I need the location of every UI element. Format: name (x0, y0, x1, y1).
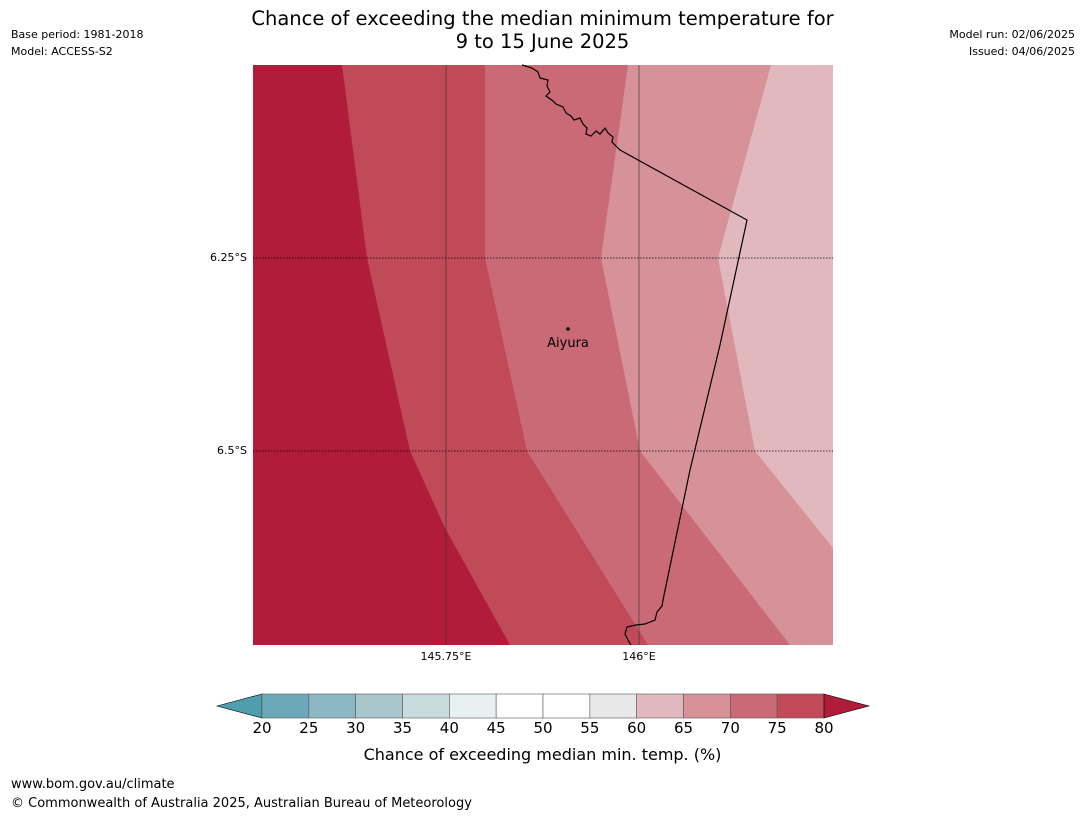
colorbar-tick-label: 55 (580, 719, 600, 737)
footer-url: www.bom.gov.au/climate (11, 777, 175, 792)
colorbar-label: Chance of exceeding median min. temp. (%… (363, 745, 722, 764)
colorbar-cell (402, 693, 450, 719)
colorbar-tick-label: 60 (627, 719, 647, 737)
colorbar-cell (449, 693, 497, 719)
map-gridlines (253, 65, 833, 645)
title-line-2: 9 to 15 June 2025 (455, 30, 630, 53)
colorbar-tick-label: 75 (767, 719, 787, 737)
colorbar-tick-label: 20 (252, 719, 272, 737)
footer-copyright: © Commonwealth of Australia 2025, Austra… (11, 796, 472, 811)
colorbar-cell (308, 693, 356, 719)
map-title: Chance of exceeding the median minimum t… (0, 7, 1085, 53)
colorbar-tick-label: 65 (673, 719, 694, 737)
lon-tick-146: 146°E (622, 650, 656, 663)
colorbar-tick-label: 45 (486, 719, 506, 737)
colorbar-cell (776, 693, 825, 719)
lat-tick-6-5: 6.5°S (217, 444, 247, 457)
colorbar-cell (730, 693, 778, 719)
colorbar-cell (589, 693, 637, 719)
model-text: Model: ACCESS-S2 (11, 45, 113, 58)
meta-right: Model run: 02/06/2025 Issued: 04/06/2025 (949, 26, 1075, 60)
colorbar-tick-label: 80 (814, 719, 834, 737)
issued-text: Issued: 04/06/2025 (968, 45, 1075, 58)
colorbar-cell (683, 693, 731, 719)
province-boundary (521, 64, 748, 646)
meta-left: Base period: 1981-2018 Model: ACCESS-S2 (11, 26, 143, 60)
region-55-60 (718, 65, 833, 548)
aiyura-marker (566, 327, 570, 331)
base-period-text: Base period: 1981-2018 (11, 28, 144, 41)
colorbar-tick-label: 25 (299, 719, 319, 737)
colorbar-cell (355, 693, 403, 719)
title-line-1: Chance of exceeding the median minimum t… (251, 7, 834, 30)
colorbar-cell (495, 693, 544, 719)
place-label-aiyura: Aiyura (547, 336, 589, 351)
lon-tick-145-75: 145.75°E (420, 650, 472, 663)
colorbar-over-arrow (823, 693, 871, 719)
colorbar-under-arrow (215, 693, 263, 719)
colorbar-tick-label: 35 (392, 719, 413, 737)
footer: www.bom.gov.au/climate © Commonwealth of… (11, 775, 472, 813)
colorbar-cell (261, 693, 310, 719)
colorbar-cells (261, 693, 825, 719)
colorbar-tick-label: 50 (533, 719, 553, 737)
model-run-text: Model run: 02/06/2025 (949, 28, 1075, 41)
colorbar-tick-label: 40 (439, 719, 459, 737)
colorbar-tick-label: 30 (346, 719, 366, 737)
lat-tick-6-25: 6.25°S (210, 251, 247, 264)
colorbar-tick-label: 70 (720, 719, 740, 737)
colorbar-cell (542, 693, 591, 719)
colorbar-cell (636, 693, 684, 719)
